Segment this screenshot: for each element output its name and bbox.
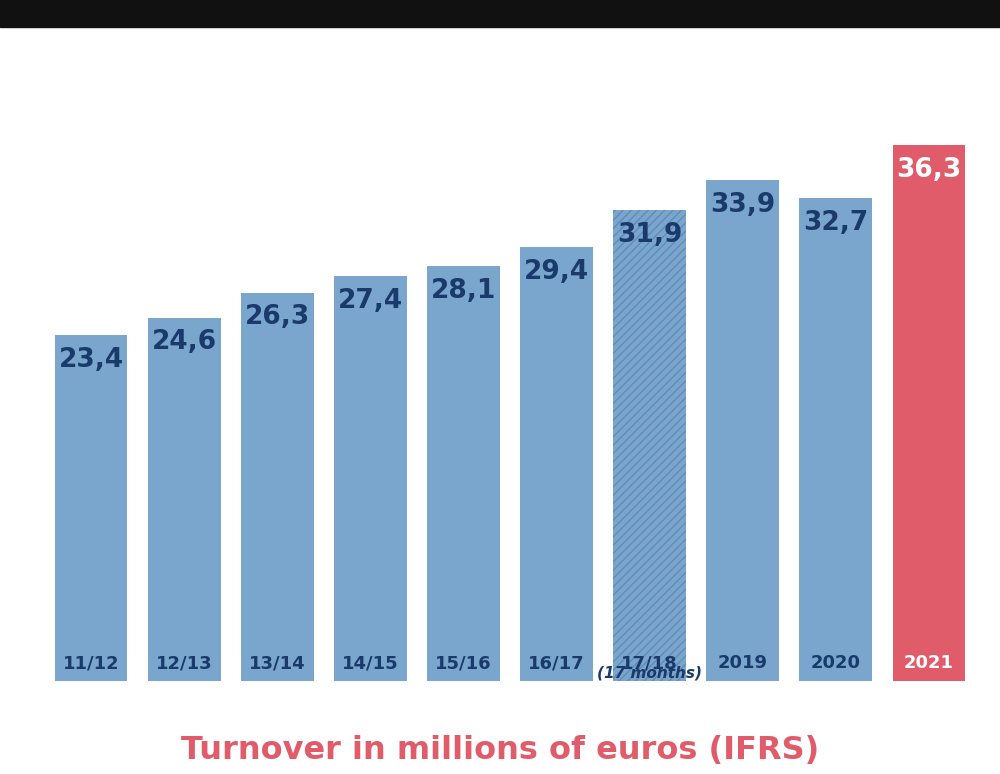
Text: 31,9: 31,9 bbox=[617, 221, 682, 248]
Text: 36,3: 36,3 bbox=[896, 156, 961, 183]
Bar bbox=[520, 247, 593, 681]
Text: 27,4: 27,4 bbox=[338, 288, 403, 314]
Text: 24,6: 24,6 bbox=[152, 330, 217, 355]
Bar bbox=[799, 198, 872, 681]
Text: 32,7: 32,7 bbox=[803, 210, 868, 236]
Bar bbox=[427, 266, 500, 681]
Text: 2019: 2019 bbox=[718, 654, 768, 673]
Bar bbox=[706, 180, 779, 681]
Text: 11/12: 11/12 bbox=[63, 654, 120, 673]
Text: 26,3: 26,3 bbox=[245, 304, 310, 330]
Text: 23,4: 23,4 bbox=[59, 348, 124, 373]
Bar bbox=[241, 293, 314, 681]
Bar bbox=[148, 317, 221, 681]
Bar bbox=[334, 276, 407, 681]
Text: 17/18: 17/18 bbox=[621, 654, 678, 673]
Text: (17 months): (17 months) bbox=[597, 666, 702, 680]
Text: 2020: 2020 bbox=[811, 654, 861, 673]
Text: 14/15: 14/15 bbox=[342, 654, 399, 673]
Text: 15/16: 15/16 bbox=[435, 654, 492, 673]
Bar bbox=[613, 210, 686, 681]
Bar bbox=[55, 335, 127, 681]
Text: 12/13: 12/13 bbox=[156, 654, 213, 673]
Text: Turnover in millions of euros (IFRS): Turnover in millions of euros (IFRS) bbox=[181, 735, 819, 766]
Text: 28,1: 28,1 bbox=[431, 278, 496, 303]
Text: 2021: 2021 bbox=[904, 654, 954, 673]
Bar bbox=[613, 210, 686, 681]
Text: 16/17: 16/17 bbox=[528, 654, 585, 673]
Text: 13/14: 13/14 bbox=[249, 654, 306, 673]
Bar bbox=[893, 145, 965, 681]
Text: 33,9: 33,9 bbox=[710, 192, 775, 218]
Text: 29,4: 29,4 bbox=[524, 259, 589, 285]
